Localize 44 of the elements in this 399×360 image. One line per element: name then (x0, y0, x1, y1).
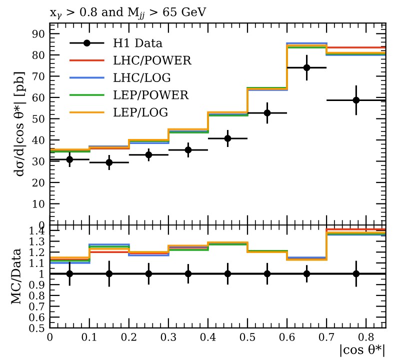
x-tick-label: 0.8 (358, 333, 374, 341)
chart-title: x$_{γ}$ > 0.8 and M$_{jj}$ > 65 GeV (50, 7, 206, 20)
x-tick-label: 0.3 (160, 333, 176, 341)
y-tick-label: 0.7 (29, 302, 44, 310)
legend-label: LHC/LOG (114, 73, 170, 83)
x-tick-label: 0.2 (121, 333, 136, 341)
y-tick-label: 70 (32, 72, 44, 80)
y-tick-label: 0.6 (29, 313, 44, 322)
point (352, 96, 360, 104)
y-tick-label: 10 (33, 200, 44, 208)
y-tick-label: 0.9 (29, 280, 44, 289)
point (264, 109, 271, 116)
legend-label: H1 Data (114, 38, 162, 48)
y-tick-label: 80 (32, 51, 44, 60)
y-tick-label: 0.5 (29, 324, 44, 332)
x-tick-label: 0.6 (279, 333, 295, 341)
point (106, 159, 113, 166)
x-tick-label: 0.1 (82, 333, 96, 341)
y-tick-label: 60 (32, 94, 44, 102)
legend-label: LHC/POWER (114, 56, 192, 66)
y-tick-label: 0.8 (29, 292, 44, 300)
y-tick-label: 1.3 (30, 237, 44, 246)
point (303, 64, 310, 72)
x-tick-label: 0 (47, 333, 52, 341)
x-tick-label: 0.4 (200, 333, 216, 341)
point (145, 151, 152, 158)
legend-label: LEP/POWER (114, 90, 189, 100)
y-tick-label: 40 (32, 136, 44, 144)
x-tick-label: 0.7 (318, 333, 334, 341)
point (184, 146, 192, 154)
y-tick-label: 50 (32, 114, 44, 123)
point (224, 135, 232, 142)
legend-label: LEP/LOG (114, 108, 168, 118)
y-tick-label: 90 (32, 30, 44, 38)
y-tick-label: 30 (32, 157, 44, 166)
y-tick-label: 1.2 (30, 248, 44, 256)
y-axis-title: dσ/d|cos θ*| [pb] (14, 72, 26, 176)
y-tick-label: 1.1 (30, 259, 44, 268)
y-tick-label: 20 (32, 178, 44, 187)
x-tick-label: 0.5 (240, 333, 255, 341)
x-axis-title: |cos θ*| (340, 344, 384, 357)
point (66, 156, 74, 163)
y-axis-title: MC/Data (11, 248, 22, 304)
y-tick-label: 1 (40, 270, 44, 278)
